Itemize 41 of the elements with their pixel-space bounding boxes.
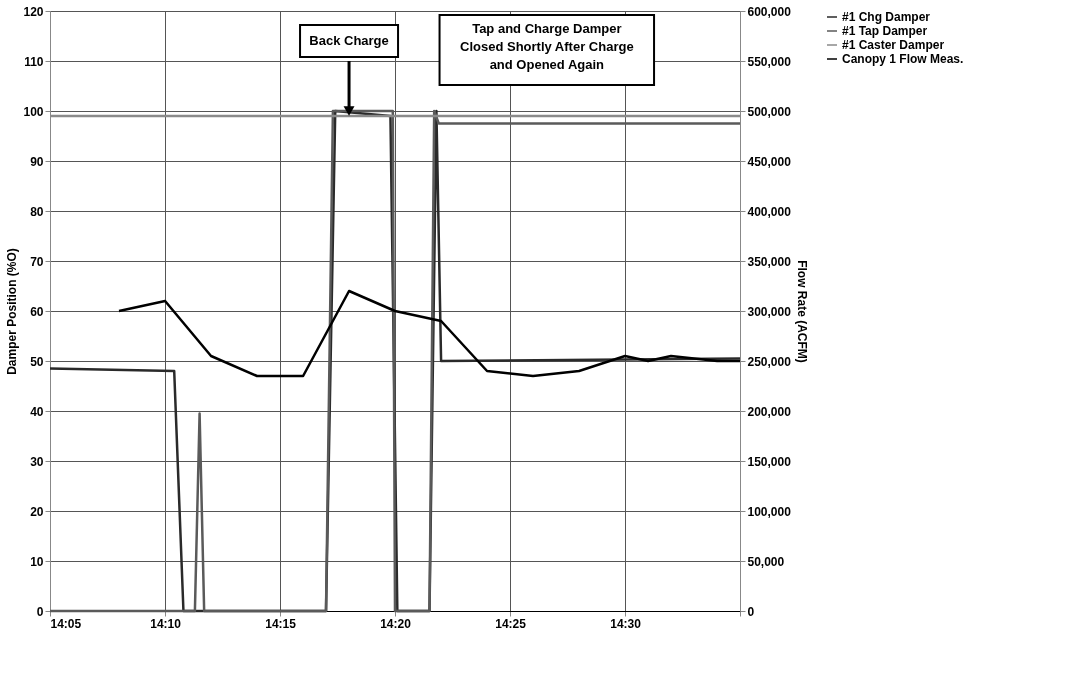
x-tick-label: 14:05: [50, 616, 82, 631]
y2-tick-label: 50,000: [747, 554, 785, 569]
y-tick-label: 20: [30, 504, 44, 519]
y2-tick-label: 600,000: [747, 4, 792, 19]
y2-tick-label: 500,000: [747, 104, 792, 119]
x-tick-label: 14:30: [610, 616, 642, 631]
y2-tick-label: 300,000: [747, 304, 792, 319]
y2-tick-label: 0: [747, 604, 755, 619]
y-tick-label: 70: [30, 254, 44, 269]
line-series: [117, 289, 742, 378]
y-tick-label: 110: [24, 54, 44, 69]
x-tick-label: 14:25: [495, 616, 527, 631]
y-tick-label: 30: [30, 454, 44, 469]
y-tick-label: 120: [23, 4, 44, 19]
y-tick-label: 90: [30, 154, 44, 169]
y-tick-label: 0: [36, 604, 44, 619]
y2-tick-label: 100,000: [747, 504, 792, 519]
y2-tick-label: 350,000: [747, 254, 792, 269]
x-tick-label: 14:10: [150, 616, 182, 631]
legend-label: #1 Chg Damper: [842, 10, 931, 24]
y2-tick-label: 400,000: [747, 204, 792, 219]
legend-label: #1 Caster Damper: [842, 38, 945, 52]
y-tick-label: 80: [30, 204, 44, 219]
y2-tick-label: 150,000: [747, 454, 792, 469]
y2-tick-label: 550,000: [747, 54, 792, 69]
y2-tick-label: 450,000: [747, 154, 792, 169]
y2-tick-label: 200,000: [747, 404, 792, 419]
annotation: Tap and Charge Damper Closed Shortly After Charge and Opened Again: [460, 21, 634, 72]
y2-tick-label: 250,000: [747, 354, 792, 369]
x-tick-label: 14:15: [265, 616, 297, 631]
y-tick-label: 10: [30, 554, 44, 569]
y-tick-label: 40: [30, 404, 44, 419]
y-axis-title: Damper Position (%O): [5, 248, 20, 375]
y-tick-label: 50: [30, 354, 44, 369]
y-tick-label: 60: [30, 304, 44, 319]
legend-label: #1 Tap Damper: [842, 24, 928, 38]
annotation: Back Charge: [309, 33, 389, 48]
y-tick-label: 100: [23, 104, 44, 119]
y2-axis-title: Flow Rate (ACFM): [794, 260, 809, 363]
x-tick-label: 14:20: [380, 616, 412, 631]
legend-label: Canopy 1 Flow Meas.: [842, 52, 964, 66]
